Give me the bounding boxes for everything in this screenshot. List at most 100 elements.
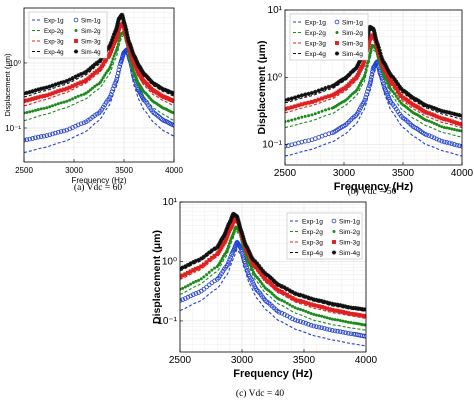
data-point-Sim-2g	[219, 259, 223, 263]
x-tick-label: 3500	[115, 166, 133, 175]
legend-label: Sim-1g	[81, 17, 101, 24]
data-point-Sim-4g	[376, 45, 381, 50]
data-point-Sim-1g	[384, 90, 390, 96]
data-point-Sim-4g	[385, 67, 390, 72]
data-point-Sim-1g	[381, 83, 387, 89]
data-point-Sim-4g	[98, 57, 103, 63]
data-point-Sim-1g	[319, 325, 325, 331]
data-point-Sim-4g	[164, 88, 169, 93]
data-point-Sim-2g	[86, 90, 90, 94]
data-point-Sim-1g	[185, 294, 191, 300]
data-point-Sim-4g	[216, 242, 222, 247]
data-point-Sim-2g	[71, 97, 75, 101]
x-tick-label: 2500	[169, 355, 192, 366]
data-point-Sim-4g	[314, 297, 319, 303]
axes-frame	[179, 201, 367, 353]
data-point-Sim-4g	[373, 35, 378, 40]
data-point-Sim-4g	[323, 86, 328, 91]
data-point-Sim-4g	[237, 222, 242, 227]
data-point-Sim-1g	[295, 318, 301, 324]
data-point-Sim-2g	[435, 123, 439, 127]
data-point-Sim-2g	[341, 319, 345, 323]
data-point-Sim-2g	[312, 312, 316, 316]
data-point-Sim-4g	[442, 109, 447, 114]
data-point-Sim-3g	[289, 105, 294, 110]
data-point-Sim-1g	[363, 334, 366, 339]
data-point-Sim-3g	[320, 96, 325, 101]
data-point-Sim-1g	[447, 140, 452, 146]
legend-label: Exp-1g	[302, 218, 323, 225]
data-point-Sim-2g	[440, 125, 444, 129]
data-point-Sim-4g	[295, 292, 300, 297]
data-point-Sim-1g	[116, 67, 122, 73]
data-point-Sim-4g	[330, 301, 335, 306]
data-point-Sim-2g	[109, 63, 113, 67]
data-point-Sim-4g	[357, 60, 362, 65]
data-point-Sim-4g	[324, 300, 330, 305]
legend-marker-Sim-4g	[73, 49, 79, 54]
data-point-Sim-2g	[296, 307, 300, 311]
data-point-Sim-3g	[207, 257, 212, 262]
data-point-Sim-1g	[229, 252, 234, 258]
data-point-Sim-2g	[186, 284, 190, 288]
data-point-Sim-4g	[427, 104, 432, 109]
data-point-Sim-1g	[58, 129, 64, 134]
data-point-Sim-2g	[111, 57, 115, 61]
data-point-Sim-1g	[251, 282, 256, 287]
data-point-Sim-2g	[199, 277, 203, 281]
data-point-Sim-2g	[248, 263, 252, 267]
data-point-Sim-1g	[367, 81, 373, 87]
data-point-Sim-3g	[201, 262, 206, 267]
data-point-Sim-4g	[217, 240, 222, 245]
data-point-Sim-2g	[53, 103, 57, 107]
data-point-Sim-2g	[359, 81, 363, 85]
data-point-Sim-2g	[320, 109, 324, 113]
axes-frame	[23, 7, 175, 163]
data-point-Sim-4g	[247, 251, 253, 256]
data-point-Sim-1g	[303, 321, 309, 326]
data-point-Sim-4g	[245, 246, 250, 251]
data-point-Sim-1g	[24, 137, 30, 143]
data-point-Sim-2g	[391, 90, 395, 94]
data-point-Sim-2g	[249, 265, 253, 269]
data-point-Sim-4g	[316, 88, 321, 93]
data-point-Sim-1g	[50, 131, 55, 137]
data-point-Sim-4g	[298, 292, 303, 298]
data-point-Sim-4g	[240, 231, 245, 236]
data-point-Sim-4g	[279, 284, 284, 289]
data-point-Sim-4g	[383, 62, 388, 67]
data-point-Sim-4g	[378, 51, 383, 56]
data-point-Sim-4g	[110, 35, 116, 40]
y-tick-label: 10⁻¹	[5, 124, 21, 133]
data-point-Sim-2g	[183, 285, 187, 289]
data-point-Sim-2g	[93, 84, 97, 88]
data-point-Sim-1g	[100, 104, 106, 110]
data-point-Sim-4g	[330, 84, 335, 89]
x-tick-label: 2500	[274, 168, 297, 179]
data-point-Sim-4g	[405, 91, 411, 97]
data-point-Sim-2g	[327, 107, 331, 111]
data-point-Sim-4g	[275, 281, 280, 287]
data-point-Sim-1g	[245, 270, 251, 275]
data-point-Sim-1g	[306, 321, 311, 327]
data-point-Sim-4g	[59, 80, 64, 85]
data-point-Sim-4g	[289, 96, 294, 101]
data-point-Sim-1g	[364, 92, 369, 97]
data-point-Sim-4g	[338, 303, 343, 308]
data-point-Sim-4g	[240, 234, 245, 239]
data-point-Sim-2g	[191, 281, 195, 285]
data-point-Sim-2g	[394, 94, 398, 98]
data-point-Sim-4g	[134, 57, 139, 62]
data-point-Sim-3g	[293, 104, 298, 109]
data-point-Sim-4g	[133, 56, 138, 61]
data-point-Sim-2g	[258, 280, 262, 284]
data-point-Sim-4g	[109, 37, 115, 43]
data-point-Sim-2g	[365, 64, 369, 68]
data-point-Sim-1g	[250, 279, 255, 285]
data-point-Sim-4g	[131, 51, 136, 57]
legend-label: Exp-2g	[305, 30, 326, 37]
legend-label: Exp-4g	[44, 49, 64, 56]
data-point-Sim-4g	[293, 95, 298, 100]
data-point-Sim-2g	[363, 73, 367, 77]
data-point-Sim-4g	[246, 249, 252, 254]
